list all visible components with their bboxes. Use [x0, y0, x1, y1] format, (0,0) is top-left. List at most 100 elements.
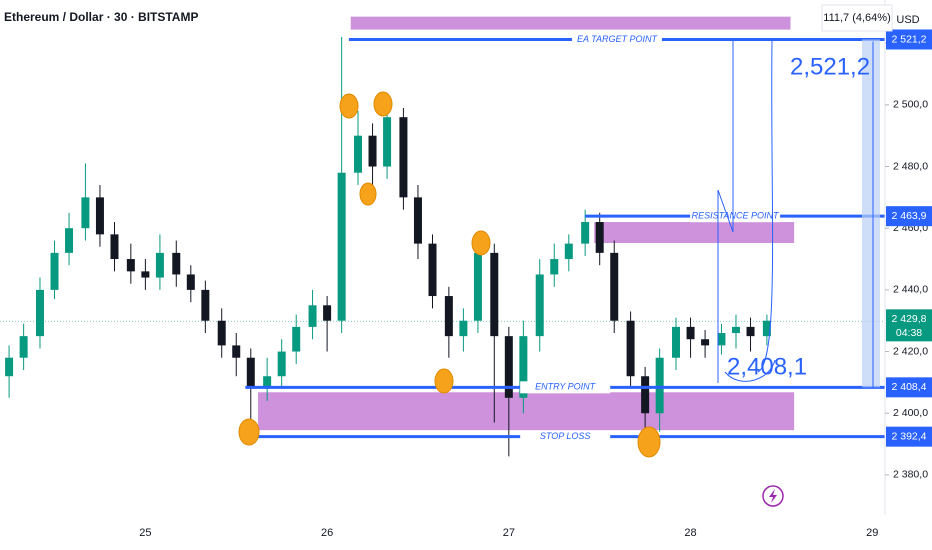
- level-badge: [886, 29, 932, 50]
- candle-body: [217, 320, 226, 346]
- candle-body: [564, 243, 573, 260]
- candle-body: [292, 326, 301, 352]
- y-tick-label: 2 380,0: [893, 469, 928, 481]
- pivot-marker: [637, 426, 661, 458]
- candle-body: [5, 357, 14, 377]
- candle-body: [717, 333, 726, 346]
- y-tick-label: 2 420,0: [893, 345, 928, 357]
- candle-body: [141, 271, 150, 278]
- candle-body: [126, 259, 135, 272]
- x-tick-label: 27: [503, 527, 515, 539]
- level-badge-label: 2 463,9: [891, 210, 926, 222]
- candle-body: [672, 326, 681, 358]
- level-badge: [886, 426, 932, 447]
- candle-body: [504, 336, 513, 398]
- change-label: 111,7 (4,64%): [823, 12, 890, 24]
- candle-body: [35, 289, 44, 337]
- candle-body: [263, 376, 272, 389]
- level-badge: [886, 377, 932, 398]
- candle-body: [323, 305, 332, 321]
- plot: [0, 16, 885, 457]
- level-label-bg: [690, 210, 781, 223]
- level-label-bg: [520, 430, 611, 443]
- candle-body: [535, 274, 544, 337]
- candle-body: [246, 357, 255, 389]
- candle-body: [581, 222, 590, 244]
- currency[interactable]: USD: [896, 14, 919, 26]
- level-label: STOP LOSS: [540, 431, 591, 441]
- candle-body: [473, 252, 482, 321]
- pivot-marker: [471, 230, 491, 256]
- candle-body: [595, 222, 604, 253]
- candle-body: [95, 197, 104, 235]
- candle-body: [186, 274, 195, 290]
- candle-body: [762, 320, 771, 337]
- candle-body: [155, 252, 164, 278]
- candle-body: [550, 259, 559, 275]
- level-label-bg: [520, 381, 611, 394]
- decorations: [238, 39, 784, 507]
- countdown: 04:38: [896, 327, 922, 339]
- range-box: [862, 39, 880, 388]
- overlay: EA TARGET POINT RESISTANCE POINT ENTRY POI…: [245, 33, 885, 443]
- y-tick-label: 2 400,0: [893, 407, 928, 419]
- pivot-marker: [434, 368, 454, 394]
- level-badge-label: 2 408,4: [891, 381, 926, 393]
- level-label: RESISTANCE POINT: [692, 211, 780, 221]
- candle-body: [686, 326, 695, 340]
- level-label: EA TARGET POINT: [577, 34, 659, 44]
- pivot-marker: [373, 91, 393, 117]
- candle-body: [413, 197, 422, 244]
- candle-body: [308, 305, 317, 327]
- candle-body: [519, 336, 528, 398]
- candle-body: [655, 357, 664, 414]
- candle-body: [19, 336, 28, 358]
- projection-arrow: [717, 39, 774, 383]
- y-tick-label: 2 480,0: [893, 160, 928, 172]
- pivot-marker: [238, 418, 260, 446]
- candle-body: [172, 252, 181, 275]
- candle-body: [232, 345, 241, 358]
- candle-body: [353, 135, 362, 173]
- x-tick-label: 29: [866, 527, 878, 539]
- annotation: 2,408,1: [727, 353, 807, 380]
- candle-body: [65, 228, 74, 253]
- pivot-marker: [339, 93, 359, 119]
- candle-body: [746, 326, 755, 337]
- chart-title: Ethereum / Dollar · 30 · BITSTAMP: [4, 10, 198, 24]
- level-badge-label: 2 392,4: [891, 430, 926, 442]
- candle-body: [110, 234, 119, 260]
- candle-body: [610, 252, 619, 321]
- level-label-bg: [571, 33, 662, 46]
- candle-body: [428, 243, 437, 297]
- price-axis: 2 380,02 400,02 420,02 440,02 460,02 480…: [884, 0, 932, 515]
- annotation: 2,521,2: [790, 53, 870, 80]
- x-tick-label: 26: [321, 527, 333, 539]
- candle-body: [399, 117, 408, 198]
- alert-icon-bolt: [769, 489, 777, 503]
- y-tick-label: 2 500,0: [893, 99, 928, 111]
- last-price-label: 2 429,8: [891, 313, 926, 325]
- candle-body: [277, 351, 286, 377]
- candle-body: [626, 320, 635, 377]
- candle-body: [731, 326, 740, 334]
- candle-body: [490, 252, 499, 337]
- zone: [258, 392, 795, 431]
- candle-body: [201, 289, 210, 321]
- x-tick-label: 28: [684, 527, 696, 539]
- y-tick-label: 2 440,0: [893, 284, 928, 296]
- pivot-marker: [359, 182, 377, 206]
- candle-body: [337, 172, 346, 321]
- candle-body: [444, 296, 453, 337]
- candle-body: [368, 135, 377, 167]
- level-badge-label: 2 521,2: [891, 33, 926, 45]
- candle-body: [50, 252, 59, 290]
- projection-curve: [724, 359, 776, 382]
- zone: [350, 16, 791, 30]
- level-label: ENTRY POINT: [535, 382, 597, 392]
- last-price-badge: [886, 309, 932, 342]
- level-badge: [886, 206, 932, 227]
- candle-body: [81, 197, 90, 229]
- zone: [594, 222, 795, 244]
